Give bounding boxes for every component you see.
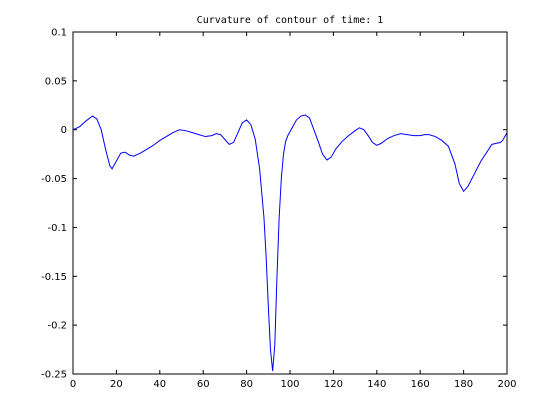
plot-area [73, 32, 507, 374]
x-tick-label: 140 [367, 379, 386, 390]
x-tick-label: 200 [497, 379, 516, 390]
y-tick-label: -0.1 [47, 223, 67, 234]
y-tick-label: -0.2 [47, 321, 67, 332]
x-tick-label: 100 [280, 379, 299, 390]
x-tick-label: 0 [70, 379, 76, 390]
y-tick-label: 0.05 [45, 76, 67, 87]
axis-tick-labels: 0 20 40 60 80 100 120 140 160 180 200 -0.25 -0.2 -0.1… [41, 28, 516, 391]
y-tick-label: 0 [61, 125, 67, 136]
plot-frame [72, 31, 508, 375]
y-tick-label: -0.25 [41, 370, 67, 381]
x-tick-label: 80 [240, 379, 253, 390]
y-tick-label: 0.1 [51, 28, 67, 39]
x-tick-label: 40 [153, 379, 166, 390]
x-tick-label: 160 [411, 379, 430, 390]
y-tick-label: -0.15 [41, 272, 67, 283]
x-tick-label: 20 [110, 379, 123, 390]
series-line [72, 114, 508, 372]
x-tick-label: 120 [324, 379, 343, 390]
x-tick-label: 180 [454, 379, 473, 390]
y-tick-label: -0.05 [41, 174, 67, 185]
chart-title: Curvature of contour of time: 1 [197, 15, 384, 26]
x-tick-label: 60 [197, 379, 210, 390]
